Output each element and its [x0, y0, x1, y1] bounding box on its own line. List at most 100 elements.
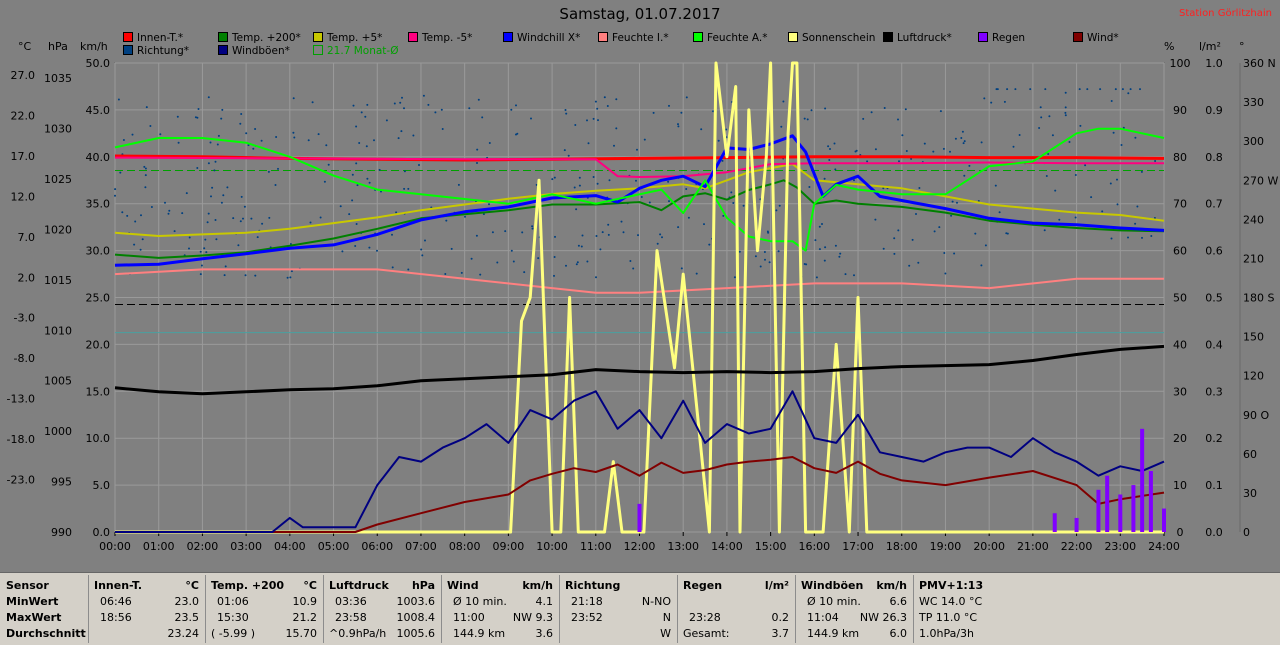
direction-point [824, 107, 827, 110]
direction-point [601, 231, 604, 234]
direction-point [368, 181, 371, 184]
y-tick-direction: 30 [1243, 487, 1257, 500]
innen-min-time: 06:46 [100, 595, 132, 608]
direction-point [1064, 106, 1067, 109]
y-tick-direction: 0 [1243, 526, 1250, 539]
direction-point [204, 238, 207, 241]
direction-point [515, 133, 517, 136]
direction-point [351, 173, 354, 176]
direction-point [1127, 236, 1129, 239]
direction-point [194, 116, 197, 119]
innen-header: Innen-T. [94, 579, 143, 592]
wind-header: Wind [447, 579, 479, 592]
legend-entry: 21.7 Monat-Ø [313, 45, 398, 57]
direction-point [254, 128, 257, 130]
direction-point [939, 110, 942, 113]
y-tick-celsius: -13.0 [7, 393, 35, 406]
direction-point [963, 140, 966, 143]
y-tick-hpa: 1015 [44, 274, 72, 287]
y-tick-kmh: 50.0 [86, 57, 111, 70]
temp-max-value: 21.2 [292, 611, 318, 624]
direction-point [188, 236, 191, 239]
direction-point [207, 162, 210, 165]
direction-point [563, 149, 566, 152]
direction-point [460, 271, 463, 274]
legend-swatch [408, 32, 418, 42]
direction-point [1018, 134, 1021, 136]
direction-point [207, 212, 210, 215]
direction-point [685, 188, 688, 190]
x-tick-label: 18:00 [886, 540, 918, 553]
direction-point [403, 187, 406, 190]
direction-point [510, 108, 513, 111]
direction-point [553, 176, 556, 179]
direction-point [341, 250, 344, 253]
direction-point [289, 276, 292, 279]
legend-label: Sonnenschein [802, 32, 876, 44]
direction-point [211, 186, 214, 189]
direction-point [661, 236, 663, 239]
regen-total-value: 3.7 [771, 627, 790, 640]
direction-point [126, 214, 129, 217]
direction-point [620, 220, 623, 223]
direction-point [883, 107, 886, 109]
y-tick-direction: 240 [1243, 213, 1264, 226]
direction-point [250, 217, 253, 220]
y-tick-direction: 90 O [1243, 409, 1269, 422]
direction-point [882, 187, 885, 190]
direction-point [1054, 189, 1057, 192]
direction-point [181, 212, 184, 215]
x-tick-label: 09:00 [493, 540, 525, 553]
rain-bar [637, 503, 642, 532]
direction-point [293, 136, 296, 139]
direction-point [445, 219, 448, 222]
x-tick-label: 03:00 [230, 540, 262, 553]
direction-point [1127, 92, 1130, 95]
legend-label: Feuchte I.* [612, 32, 669, 44]
direction-point [134, 220, 137, 223]
y-tick-celsius: 12.0 [11, 190, 36, 203]
direction-point [622, 231, 625, 234]
y-tick-direction: 60 [1243, 448, 1257, 461]
boen-avg-value: 6.0 [889, 627, 908, 640]
direction-point [1150, 235, 1153, 237]
direction-point [637, 234, 639, 237]
rain-bar [1074, 517, 1079, 532]
direction-point [648, 201, 651, 204]
direction-point [815, 276, 818, 279]
direction-point [635, 179, 637, 182]
direction-point [596, 182, 599, 185]
direction-point [256, 236, 259, 239]
direction-point [764, 258, 766, 261]
direction-point [818, 248, 821, 251]
direction-point [523, 271, 526, 274]
direction-point [1040, 116, 1043, 119]
rain-bar [1162, 508, 1166, 532]
legend-entry: Wind* [1073, 32, 1119, 44]
direction-point [510, 249, 513, 252]
direction-point [775, 209, 778, 212]
y-tick-kmh: 30.0 [86, 245, 111, 258]
unit-hpa: hPa [48, 40, 68, 53]
temp-deviation: ( -5.99 ) [211, 627, 256, 640]
x-tick-label: 01:00 [143, 540, 175, 553]
temp-min-value: 10.9 [292, 595, 318, 608]
direction-point [237, 244, 240, 247]
direction-point [210, 195, 212, 198]
y-tick-hpa: 1010 [44, 324, 72, 337]
legend-entry: Temp. +200* [218, 32, 301, 44]
direction-point [643, 138, 646, 141]
richtung-min-time: 21:18 [571, 595, 603, 608]
direction-point [1048, 115, 1051, 118]
rain-bar [1148, 471, 1153, 532]
direction-point [177, 141, 180, 144]
direction-point [1044, 88, 1047, 91]
direction-point [221, 108, 224, 111]
temp-min-time: 01:06 [217, 595, 249, 608]
y-tick-kmh: 25.0 [86, 292, 111, 305]
direction-point [818, 225, 821, 228]
direction-point [360, 111, 363, 114]
richtung-min-value: N-NO [641, 595, 671, 608]
direction-point [893, 237, 896, 240]
direction-point [576, 261, 579, 264]
